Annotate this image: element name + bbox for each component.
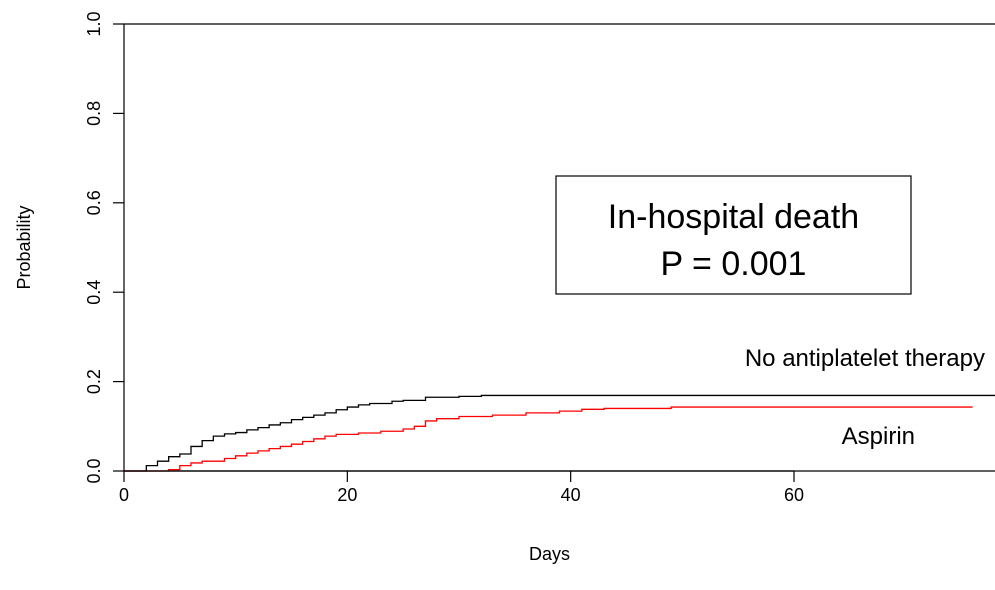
y-tick-label: 0.8 [84,101,104,126]
x-tick-label: 20 [337,485,357,505]
x-tick-label: 60 [784,485,804,505]
x-tick-label: 0 [119,485,129,505]
y-tick-label: 0.4 [84,280,104,305]
series-label-no-antiplatelet: No antiplatelet therapy [745,345,985,372]
annotation-line-1: In-hospital death [608,198,859,236]
y-axis: 0.0 0.2 0.4 0.6 0.8 1.0 [84,11,124,484]
series-label-aspirin: Aspirin [842,423,915,450]
y-axis-title: Probability [14,205,34,289]
curve-no-antiplatelet [124,394,995,472]
y-tick-label: 0.6 [84,190,104,215]
annotation-box: In-hospital death P = 0.001 [555,175,912,295]
curve-aspirin [124,406,973,472]
annotation-border [555,175,912,295]
x-axis: 0 20 40 60 [119,470,804,505]
x-axis-title: Days [529,544,570,564]
y-tick-label: 0.0 [84,458,104,483]
y-tick-label: 0.2 [84,369,104,394]
curves [124,394,995,472]
x-tick-label: 40 [561,485,581,505]
y-tick-label: 1.0 [84,11,104,36]
annotation-line-2: P = 0.001 [661,245,807,283]
